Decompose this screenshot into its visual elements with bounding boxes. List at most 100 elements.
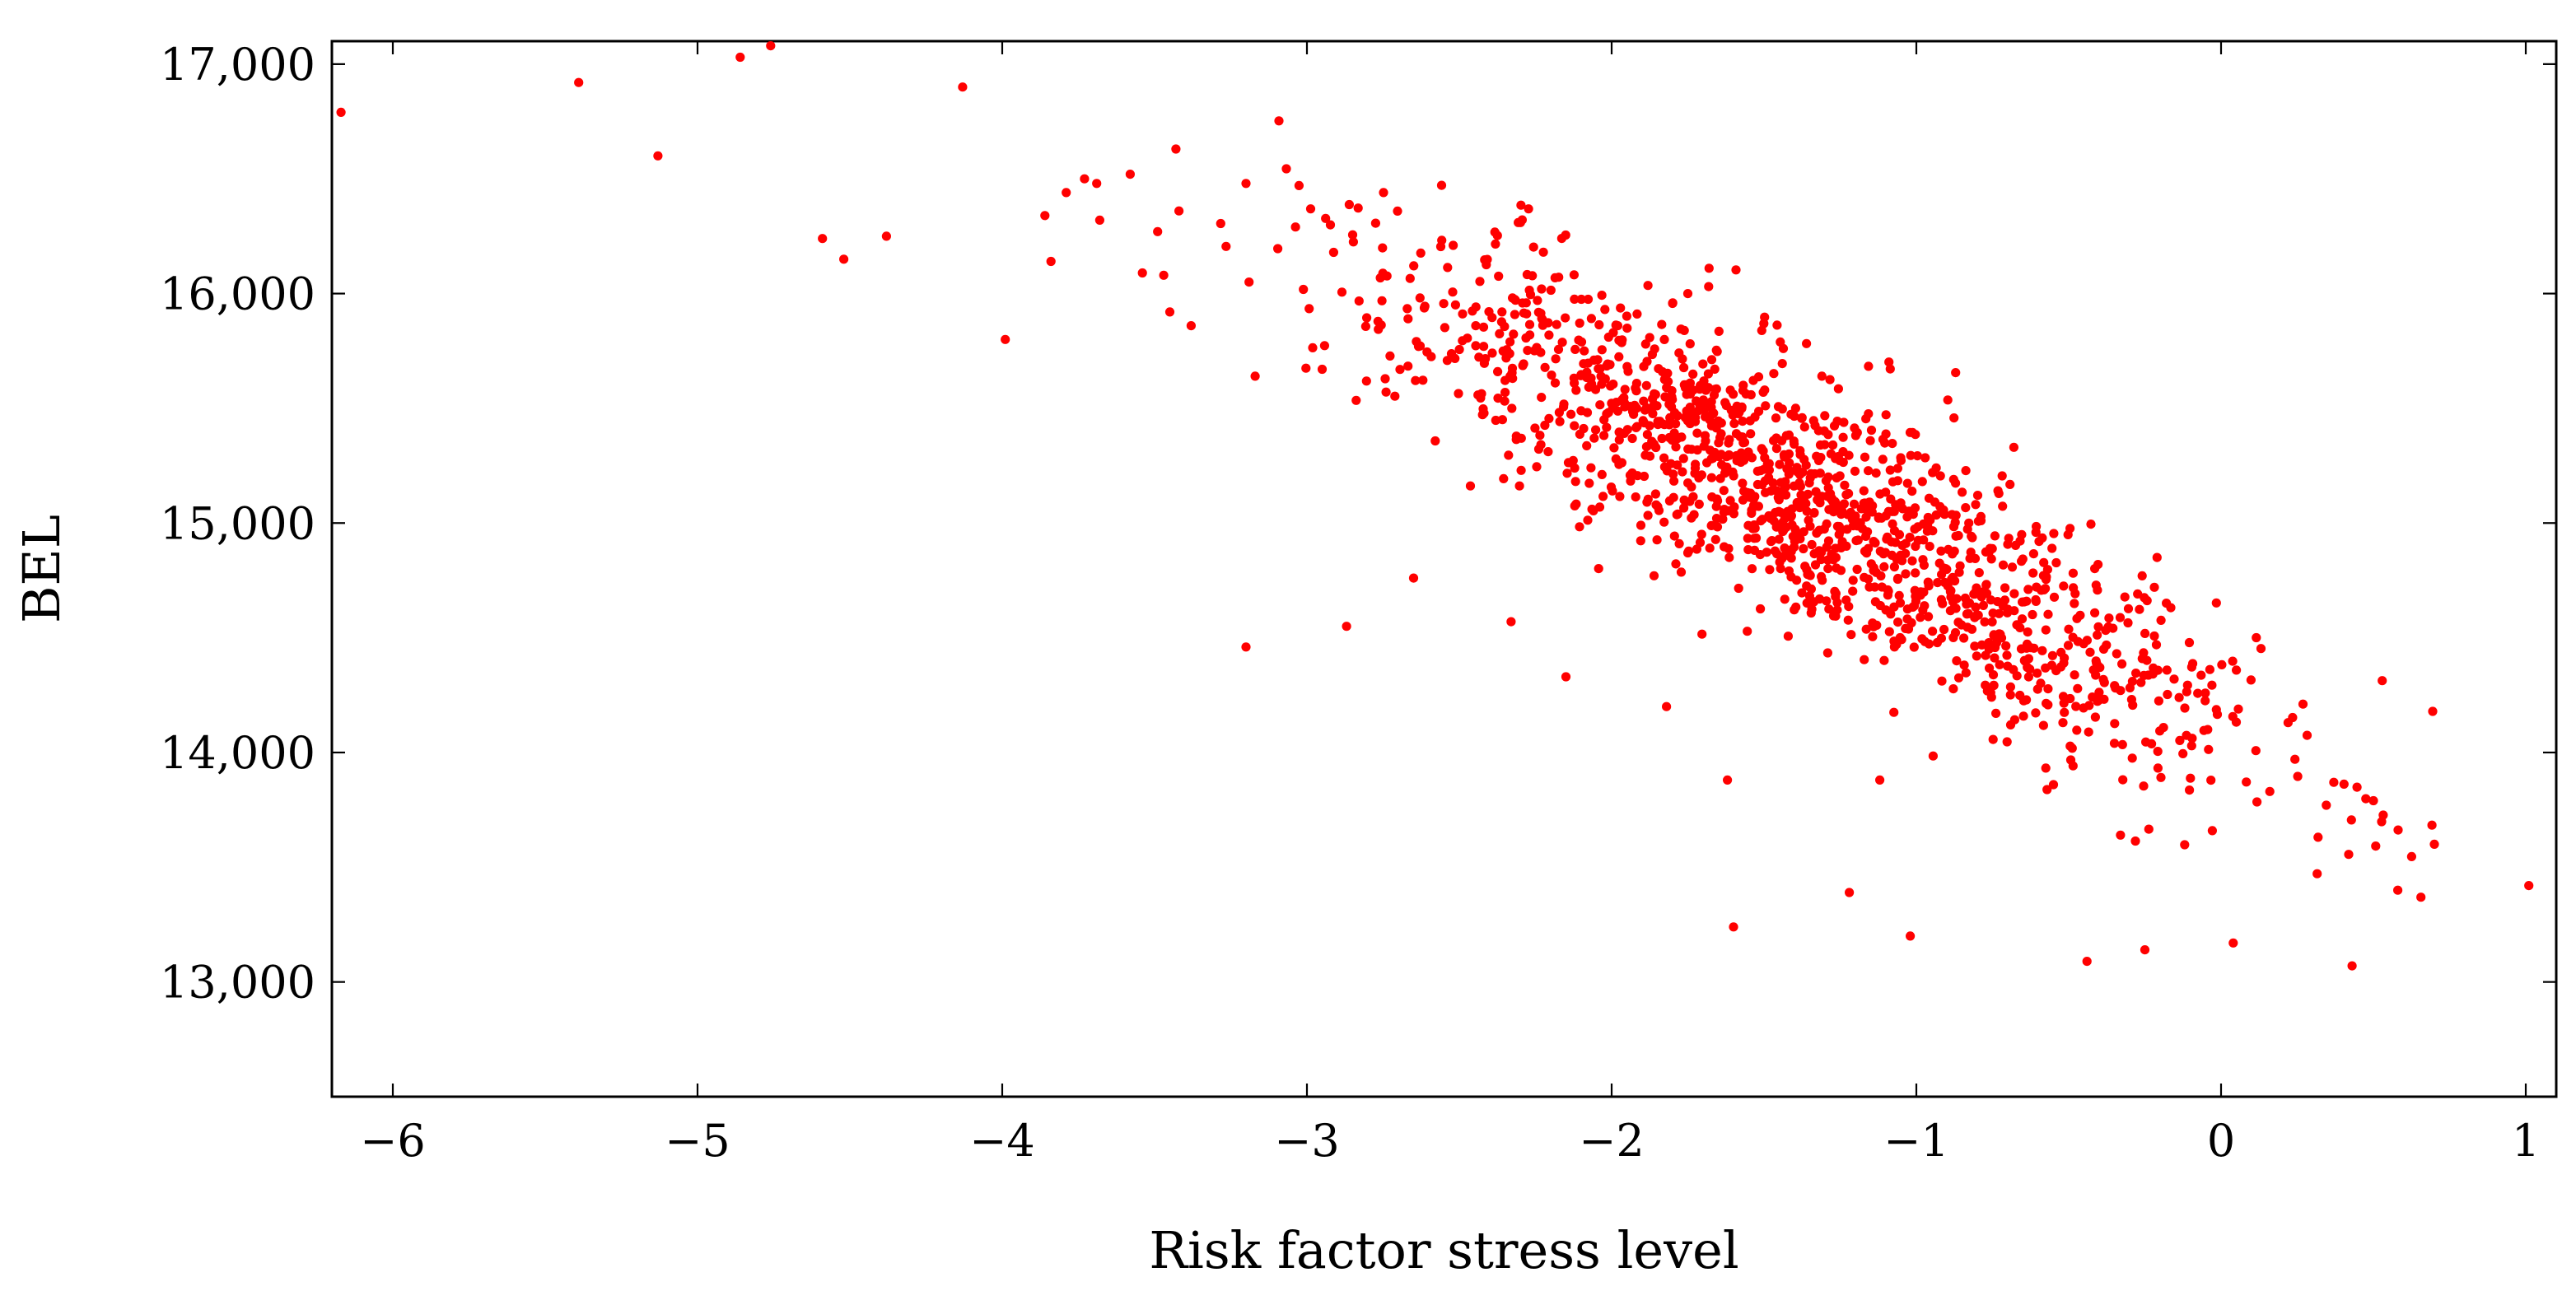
scatter-point — [1570, 378, 1580, 388]
scatter-point — [1487, 348, 1497, 358]
scatter-point — [1563, 458, 1574, 468]
scatter-point — [1980, 617, 1990, 627]
scatter-point — [1786, 553, 1796, 563]
scatter-point — [1864, 361, 1874, 371]
scatter-point — [1738, 478, 1748, 488]
scatter-point — [2090, 712, 2100, 722]
scatter-point — [1793, 467, 1803, 477]
scatter-point — [2098, 674, 2108, 684]
scatter-point — [2043, 684, 2053, 694]
scatter-point — [2200, 696, 2210, 706]
scatter-point — [2182, 730, 2191, 740]
scatter-point — [1907, 487, 1917, 496]
scatter-point — [1889, 707, 1899, 717]
scatter-point — [1889, 562, 1899, 572]
scatter-point — [2139, 670, 2149, 681]
scatter-point — [1920, 453, 1930, 463]
scatter-point — [2002, 608, 2013, 618]
scatter-point — [2347, 961, 2357, 971]
scatter-point — [1636, 536, 1645, 546]
scatter-point — [1844, 450, 1854, 460]
scatter-point — [1938, 599, 1948, 608]
scatter-point — [1909, 642, 1919, 652]
y-tick-label: 15,000 — [160, 497, 315, 549]
scatter-point — [1967, 531, 1976, 541]
scatter-point — [1953, 618, 1963, 627]
scatter-point — [2003, 539, 2013, 549]
scatter-point — [2206, 776, 2216, 785]
scatter-point — [818, 234, 828, 244]
scatter-point — [1491, 239, 1500, 249]
scatter-point — [1373, 316, 1383, 326]
scatter-point — [1949, 413, 1959, 423]
scatter-point — [1481, 354, 1491, 364]
scatter-point — [1807, 539, 1817, 550]
scatter-point — [1779, 525, 1789, 535]
scatter-point — [1871, 468, 1881, 478]
scatter-point — [1988, 670, 1999, 680]
scatter-point — [1832, 417, 1842, 426]
scatter-point — [1948, 684, 1958, 694]
scatter-point — [1491, 415, 1500, 426]
scatter-point — [1385, 351, 1395, 361]
scatter-point — [1667, 385, 1677, 396]
scatter-point — [1845, 888, 1855, 897]
scatter-point — [1408, 573, 1419, 583]
scatter-point — [2290, 754, 2300, 764]
scatter-point — [1995, 659, 2004, 669]
scatter-point — [2180, 840, 2190, 850]
scatter-point — [2344, 850, 2354, 860]
scatter-point — [2120, 592, 2130, 602]
scatter-point — [1602, 422, 1612, 432]
scatter-point — [2256, 644, 2266, 654]
scatter-point — [2232, 665, 2242, 675]
scatter-point — [2010, 540, 2021, 551]
scatter-point — [1958, 487, 1967, 497]
scatter-point — [1589, 506, 1598, 516]
scatter-point — [2032, 669, 2042, 678]
scatter-point — [1671, 442, 1681, 452]
scatter-point — [1402, 304, 1412, 314]
scatter-point — [1650, 389, 1659, 398]
scatter-point — [2064, 624, 2074, 634]
scatter-point — [1755, 550, 1765, 560]
scatter-point — [1685, 496, 1695, 506]
scatter-point — [1632, 309, 1642, 319]
scatter-point — [1608, 486, 1617, 496]
scatter-point — [2217, 659, 2227, 670]
scatter-point — [1508, 374, 1518, 384]
scatter-point — [1448, 287, 1458, 297]
scatter-point — [1599, 415, 1609, 425]
scatter-point — [1679, 325, 1689, 335]
scatter-point — [1749, 534, 1759, 543]
scatter-point — [1951, 368, 1961, 378]
scatter-point — [1859, 498, 1869, 508]
scatter-point — [1682, 548, 1693, 558]
scatter-point — [1584, 478, 1594, 488]
scatter-point — [1473, 390, 1483, 400]
scatter-point — [1913, 535, 1923, 546]
scatter-point — [1723, 506, 1733, 516]
scatter-point — [1597, 291, 1607, 301]
scatter-point — [1704, 282, 1714, 291]
scatter-point — [1524, 285, 1534, 296]
scatter-point — [2346, 815, 2356, 825]
scatter-point — [1589, 355, 1599, 365]
scatter-point — [1582, 373, 1592, 383]
scatter-point — [1822, 596, 1832, 606]
scatter-point — [1543, 447, 1553, 457]
scatter-point — [1696, 529, 1706, 539]
scatter-point — [1991, 638, 2001, 648]
scatter-point — [2094, 687, 2104, 697]
scatter-point — [1700, 431, 1710, 440]
scatter-point — [1877, 513, 1887, 523]
scatter-point — [1804, 515, 1813, 525]
scatter-point — [1838, 432, 1848, 442]
scatter-point — [1699, 376, 1709, 386]
scatter-point — [1933, 578, 1943, 588]
scatter-point — [2093, 630, 2102, 640]
scatter-point — [1836, 566, 1846, 576]
scatter-point — [1988, 734, 1998, 744]
scatter-point — [1688, 369, 1698, 379]
